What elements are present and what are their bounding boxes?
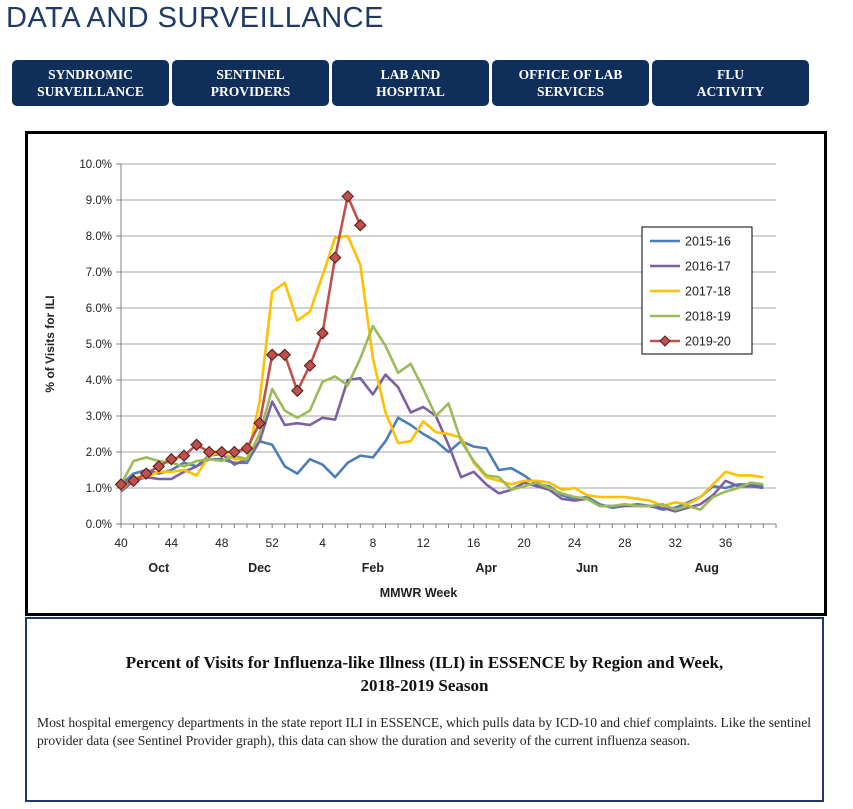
nav-syndromic-surveillance-button[interactable]: SYNDROMIC SURVEILLANCE: [12, 60, 169, 106]
month-label: Apr: [476, 561, 498, 575]
x-tick-label: 28: [618, 536, 632, 550]
y-axis-title: % of Visits for ILI: [43, 295, 57, 392]
nav-label-line2: ACTIVITY: [696, 84, 765, 99]
data-point-2019-20: [177, 449, 191, 462]
nav-office-of-lab-services-button[interactable]: OFFICE OF LAB SERVICES: [492, 60, 649, 106]
data-point-2019-20: [341, 190, 355, 203]
y-tick-label: 1.0%: [86, 483, 112, 495]
nav-label-line2: HOSPITAL: [376, 84, 445, 99]
ili-chart-frame: 0.0% 1.0% 2.0% 3.0% 4.0% 5.0% 6.0% 7.0% 8.0% 9.0%…: [25, 131, 827, 616]
x-tick-label: 12: [417, 536, 431, 550]
data-point-2019-20: [303, 359, 317, 372]
x-tick-label: 44: [165, 536, 179, 550]
data-point-2019-20: [354, 218, 367, 232]
legend-label: 2015-16: [685, 235, 731, 249]
series-line-2019-20: [120, 195, 362, 486]
month-label: Feb: [362, 561, 385, 575]
y-tick-label: 0.0%: [86, 519, 112, 531]
data-point-2019-20: [265, 348, 279, 362]
data-point-2019-20: [202, 445, 216, 459]
legend-label: 2016-17: [685, 260, 731, 274]
y-tick-label: 3.0%: [86, 411, 112, 423]
y-tick-label: 5.0%: [86, 339, 112, 351]
data-point-2019-20: [127, 474, 140, 488]
y-tick-label: 4.0%: [86, 375, 112, 387]
month-label: Oct: [148, 561, 170, 575]
y-tick-label: 2.0%: [86, 447, 112, 459]
series-line-2018-19: [119, 324, 764, 511]
chart-description-box: Percent of Visits for Influenza-like Ill…: [25, 617, 824, 802]
chart-caption-title: Percent of Visits for Influenza-like Ill…: [125, 653, 724, 695]
nav-sentinel-providers-button[interactable]: SENTINEL PROVIDERS: [172, 60, 329, 106]
y-tick-label: 9.0%: [86, 195, 112, 207]
y-tick-label: 10.0%: [79, 159, 112, 171]
y-tick-label: 6.0%: [86, 303, 112, 315]
data-point-2019-20: [215, 445, 229, 459]
x-axis-title: MMWR Week: [380, 586, 458, 600]
series-line-2017-18: [120, 234, 764, 508]
data-point-2019-20: [278, 348, 292, 362]
series-line-2016-17: [120, 373, 764, 513]
nav-label-line1: SYNDROMIC: [48, 67, 133, 82]
y-tick-label: 7.0%: [86, 267, 112, 279]
nav-label-line2: SURVEILLANCE: [37, 84, 144, 99]
section-nav: SYNDROMIC SURVEILLANCE SENTINEL PROVIDERS …: [12, 60, 812, 108]
page-title: DATA AND SURVEILLANCE: [6, 2, 384, 34]
x-tick-label: 48: [215, 536, 229, 550]
nav-label-line1: LAB AND: [380, 67, 441, 82]
data-point-2019-20: [114, 478, 128, 491]
x-tick-label: 20: [517, 536, 531, 550]
data-point-2019-20: [165, 452, 178, 466]
data-point-2019-20: [152, 460, 166, 473]
nav-flu-activity-button[interactable]: FLU ACTIVITY: [652, 60, 809, 106]
x-tick-label: 32: [669, 536, 683, 550]
x-tick-label: 16: [467, 536, 481, 550]
data-point-2019-20: [228, 445, 241, 459]
legend-label: 2019-20: [685, 335, 731, 349]
data-point-2019-20: [328, 251, 342, 264]
legend-marker-2019-20: [659, 335, 671, 347]
nav-label-line2: PROVIDERS: [210, 84, 291, 99]
x-tick-label: 8: [370, 536, 377, 550]
nav-label-line1: SENTINEL: [216, 67, 285, 82]
ili-line-chart: 0.0% 1.0% 2.0% 3.0% 4.0% 5.0% 6.0% 7.0% 8.0% 9.0%…: [43, 159, 777, 600]
legend-label: 2018-19: [685, 310, 731, 324]
data-point-2019-20: [316, 326, 329, 340]
nav-lab-and-hospital-button[interactable]: LAB AND HOSPITAL: [332, 60, 489, 106]
nav-label-line1: FLU: [716, 67, 744, 82]
data-point-2019-20: [253, 416, 266, 430]
x-tick-label: 40: [114, 536, 128, 550]
month-label: Dec: [248, 561, 271, 575]
data-point-2019-20: [240, 442, 254, 455]
data-point-2019-20: [291, 384, 304, 398]
x-tick-label: 36: [719, 536, 733, 550]
chart-caption-body: Most hospital emergency departments in t…: [37, 715, 812, 748]
nav-label-line1: OFFICE OF LAB: [518, 67, 623, 82]
x-tick-label: 52: [265, 536, 279, 550]
month-label: Aug: [695, 561, 719, 575]
data-point-2019-20: [190, 438, 203, 452]
x-tick-label: 24: [568, 536, 582, 550]
x-tick-label: 4: [319, 536, 326, 550]
nav-label-line2: SERVICES: [536, 84, 605, 99]
y-tick-label: 8.0%: [86, 231, 112, 243]
legend-label: 2017-18: [685, 285, 731, 299]
data-point-2019-20: [139, 467, 153, 480]
month-label: Jun: [576, 561, 598, 575]
